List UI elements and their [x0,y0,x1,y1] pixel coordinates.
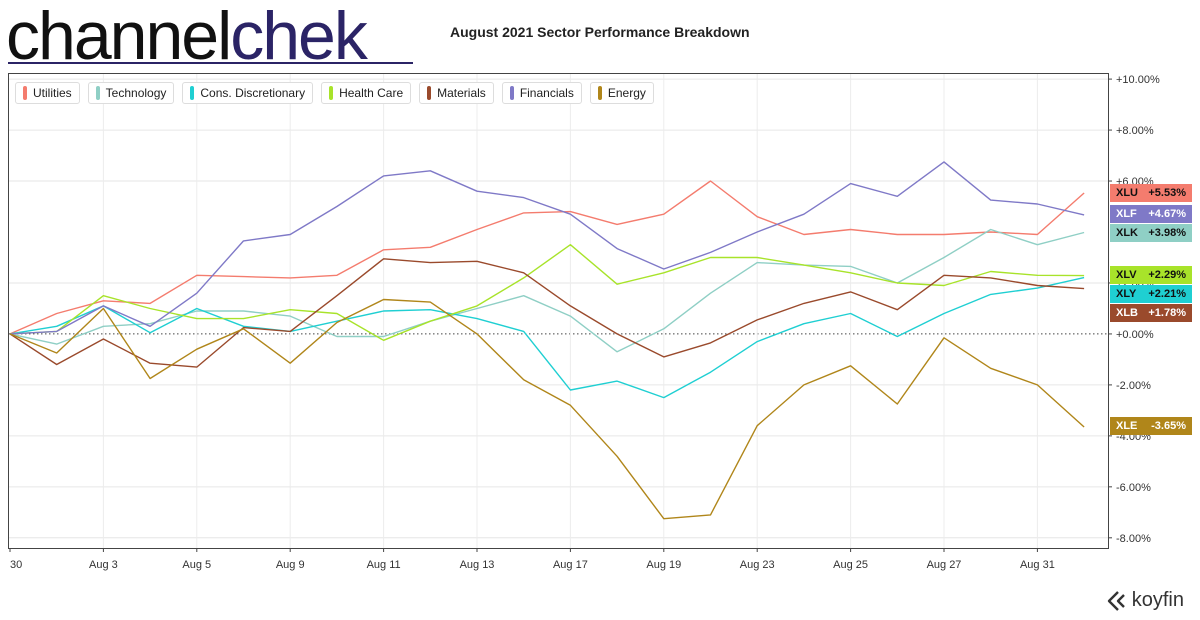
y-tick-label: -2.00% [1116,380,1151,392]
end-tag-value: +5.53% [1148,186,1186,199]
end-tag-value: +2.29% [1148,269,1186,282]
series-line-xle [9,298,1085,520]
x-tick-label: Aug 17 [553,559,588,571]
legend-item-xlk[interactable]: Technology [87,82,175,104]
x-tick-label: Aug 3 [89,559,118,571]
end-tag-ticker: XLV [1116,269,1137,282]
x-tick-label: Aug 27 [927,559,962,571]
legend-swatch [427,86,432,100]
series-line-xlf [9,161,1085,335]
koyfin-brand: koyfin [1106,589,1184,612]
end-tag-value: +2.21% [1148,288,1186,301]
end-tag-ticker: XLK [1116,227,1138,240]
legend-item-xlu[interactable]: Utilities [15,82,80,104]
x-tick-label: Aug 13 [460,559,495,571]
legend-label: Materials [437,86,486,100]
plot-area-frame [8,73,1109,549]
legend-label: Utilities [33,86,72,100]
y-tick-label: +0.00% [1116,329,1154,341]
legend-label: Energy [607,86,646,100]
legend-label: Cons. Discretionary [200,86,306,100]
end-tag-ticker: XLE [1116,420,1138,433]
legend-swatch [597,86,602,100]
end-tag-ticker: XLU [1116,186,1138,199]
series-line-xlb [9,258,1085,368]
legend-item-xle[interactable]: Energy [589,82,654,104]
logo-part-channel: channel [6,0,232,74]
y-tick-label: -6.00% [1116,482,1151,494]
channelchek-logo: channelchek [6,0,368,74]
logo-underline [8,62,413,64]
legend-swatch [509,86,514,100]
end-tag-xlv: XLV +2.29% [1110,266,1192,285]
x-tick-label: 30 [10,559,22,571]
y-tick-label: -8.00% [1116,533,1151,545]
koyfin-mark-icon [1107,590,1125,611]
end-tag-ticker: XLY [1116,288,1137,301]
legend-swatch [190,86,195,100]
series-line-xlv [9,243,1085,341]
end-tag-xlf: XLF +4.67% [1110,205,1192,224]
x-tick-label: Aug 23 [740,559,775,571]
x-tick-label: Aug 31 [1020,559,1055,571]
x-tick-label: Aug 9 [276,559,305,571]
end-tag-xly: XLY +2.21% [1110,285,1192,304]
legend-item-xlv[interactable]: Health Care [321,82,412,104]
legend-label: Health Care [339,86,404,100]
x-tick-label: Aug 25 [833,559,868,571]
page-title: August 2021 Sector Performance Breakdown [450,24,750,40]
y-tick-label: +10.00% [1116,74,1160,86]
x-tick-label: Aug 19 [646,559,681,571]
end-tag-ticker: XLB [1116,307,1138,320]
legend-item-xlf[interactable]: Financials [501,82,582,104]
end-tag-value: +4.67% [1148,208,1186,221]
legend-swatch [23,86,27,100]
end-tag-ticker: XLF [1116,208,1137,221]
y-tick-label: +8.00% [1116,125,1154,137]
series-line-xly [9,276,1085,399]
chart-legend: Utilities Technology Cons. Discretionary He… [15,82,654,104]
legend-item-xlb[interactable]: Materials [419,82,494,104]
x-tick-label: Aug 11 [367,559,401,571]
legend-item-xly[interactable]: Cons. Discretionary [182,82,314,104]
legend-label: Technology [105,86,167,100]
end-tag-xlu: XLU +5.53% [1110,183,1192,202]
legend-swatch [95,86,100,100]
end-tag-value: +1.78% [1148,307,1186,320]
legend-swatch [329,86,334,100]
legend-label: Financials [519,86,574,100]
series-line-xlu [9,180,1085,335]
end-tag-value: +3.98% [1148,227,1186,240]
logo-part-chek: chek [230,0,368,74]
end-tag-xlb: XLB +1.78% [1110,304,1192,323]
end-tag-value: -3.65% [1151,420,1186,433]
end-tag-xle: XLE -3.65% [1110,417,1192,436]
end-tag-xlk: XLK +3.98% [1110,224,1192,243]
koyfin-brand-name: koyfin [1131,589,1184,611]
x-tick-label: Aug 5 [182,559,211,571]
